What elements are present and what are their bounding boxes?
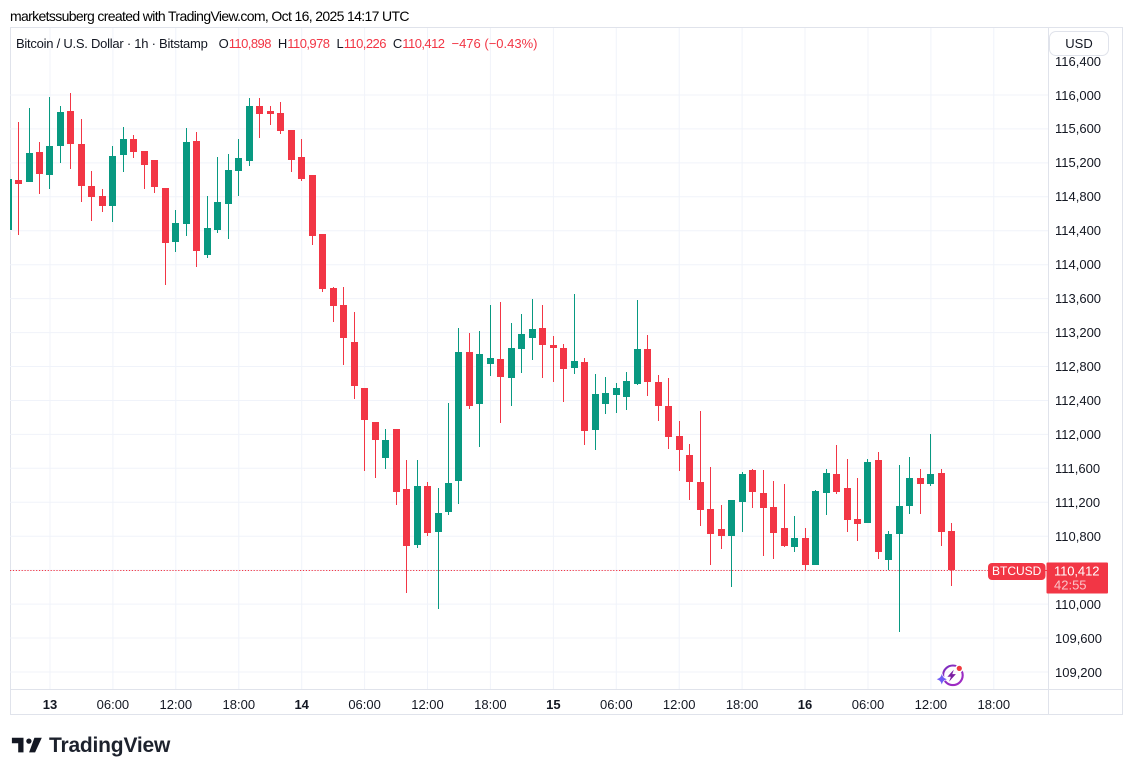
svg-text:42:55: 42:55 <box>1054 577 1087 592</box>
svg-text:110,412: 110,412 <box>1054 564 1099 579</box>
svg-text:BTCUSD: BTCUSD <box>992 564 1042 578</box>
